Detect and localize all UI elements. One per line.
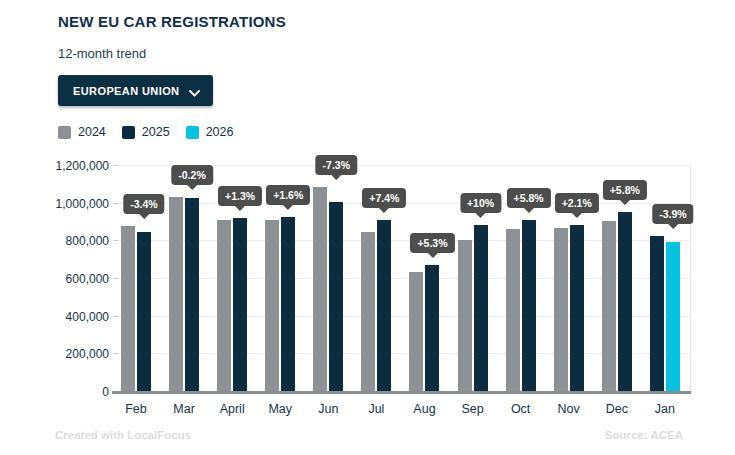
- pct-change-tooltip: +5.8%: [603, 180, 647, 200]
- bar-group-feb: -3.4%Feb: [121, 166, 151, 392]
- bar-group-mar: -0.2%Mar: [169, 166, 199, 392]
- bar-may-2025[interactable]: [281, 217, 295, 392]
- bar-may-2024[interactable]: [265, 220, 279, 392]
- bar-oct-2024[interactable]: [506, 229, 520, 392]
- credit-text: Created with LocalFocus: [55, 429, 191, 441]
- bar-sep-2025[interactable]: [474, 225, 488, 392]
- legend-swatch-icon: [122, 126, 135, 139]
- y-axis-labels: 0200,000400,000600,000800,0001,000,0001,…: [48, 166, 113, 392]
- legend-swatch-icon: [186, 126, 199, 139]
- bar-jun-2024[interactable]: [313, 187, 327, 392]
- bar-feb-2025[interactable]: [137, 232, 151, 392]
- x-tick-label: Nov: [558, 402, 580, 416]
- bar-group-dec: +5.8%Dec: [602, 166, 632, 392]
- pct-change-tooltip: +1.3%: [218, 186, 262, 206]
- legend-item-2025[interactable]: 2025: [122, 125, 170, 139]
- bar-jul-2025[interactable]: [377, 220, 391, 392]
- pct-change-tooltip: +7.4%: [362, 188, 406, 208]
- pct-change-tooltip: -3.9%: [652, 204, 693, 224]
- bar-jan-2026[interactable]: [666, 242, 680, 393]
- bar-dec-2025[interactable]: [618, 212, 632, 392]
- x-tick-label: Jan: [655, 402, 675, 416]
- bar-oct-2025[interactable]: [522, 220, 536, 392]
- bar-nov-2024[interactable]: [554, 228, 568, 392]
- x-tick-label: May: [268, 402, 292, 416]
- pct-change-tooltip: -7.3%: [316, 155, 357, 175]
- page-title: NEW EU CAR REGISTRATIONS: [58, 13, 286, 30]
- x-tick-label: Jun: [318, 402, 338, 416]
- bar-aug-2025[interactable]: [425, 265, 439, 392]
- plot-area: -3.4%Feb -0.2%Mar +1.3%April +1.6%May -7.3%J…: [113, 166, 691, 392]
- bar-group-may: +1.6%May: [265, 166, 295, 392]
- bar-sep-2024[interactable]: [458, 240, 472, 392]
- chart-subtitle: 12-month trend: [58, 46, 146, 61]
- bar-group-april: +1.3%April: [217, 166, 247, 392]
- x-tick-label: Feb: [125, 402, 147, 416]
- legend-swatch-icon: [58, 126, 71, 139]
- x-tick-label: Mar: [173, 402, 195, 416]
- y-tick-label: 1,000,000: [56, 197, 109, 211]
- bar-group-jul: +7.4%Jul: [361, 166, 391, 392]
- bar-april-2024[interactable]: [217, 220, 231, 392]
- x-tick-label: Dec: [606, 402, 628, 416]
- legend-label: 2025: [142, 125, 170, 139]
- bar-group-nov: +2.1%Nov: [554, 166, 584, 392]
- y-tick-label: 600,000: [66, 272, 109, 286]
- pct-change-tooltip: -3.4%: [123, 194, 164, 214]
- chart-legend: 2024 2025 2026: [58, 125, 233, 139]
- chevron-down-icon: [189, 87, 200, 94]
- bar-jan-2025[interactable]: [650, 236, 664, 393]
- pct-change-tooltip: +5.3%: [410, 233, 454, 253]
- x-tick-label: April: [220, 402, 245, 416]
- pct-change-tooltip: +10%: [460, 193, 501, 213]
- bar-aug-2024[interactable]: [409, 272, 423, 393]
- source-text: Source: ACEA: [605, 429, 683, 441]
- bar-group-aug: +5.3%Aug: [409, 166, 439, 392]
- new-eu-car-registrations-widget: NEW EU CAR REGISTRATIONS 12-month trend …: [0, 0, 735, 455]
- legend-label: 2024: [78, 125, 106, 139]
- legend-item-2026[interactable]: 2026: [186, 125, 234, 139]
- bar-mar-2024[interactable]: [169, 197, 183, 392]
- y-tick-label: 1,200,000: [56, 159, 109, 173]
- pct-change-tooltip: +2.1%: [555, 193, 599, 213]
- bar-group-sep: +10%Sep: [458, 166, 488, 392]
- bar-nov-2025[interactable]: [570, 225, 584, 392]
- x-tick-label: Sep: [461, 402, 483, 416]
- x-tick-label: Oct: [511, 402, 530, 416]
- bar-april-2025[interactable]: [233, 218, 247, 392]
- y-tick-label: 400,000: [66, 310, 109, 324]
- bar-dec-2024[interactable]: [602, 221, 616, 392]
- x-axis-line: [112, 391, 691, 394]
- legend-item-2024[interactable]: 2024: [58, 125, 106, 139]
- region-dropdown-label: EUROPEAN UNION: [73, 85, 179, 97]
- y-tick-label: 0: [102, 385, 109, 399]
- bar-groups: -3.4%Feb -0.2%Mar +1.3%April +1.6%May -7.3%J…: [113, 166, 690, 392]
- bar-mar-2025[interactable]: [185, 198, 199, 392]
- bar-jul-2024[interactable]: [361, 232, 375, 392]
- x-tick-label: Jul: [368, 402, 384, 416]
- legend-label: 2026: [206, 125, 234, 139]
- bar-chart: 0200,000400,000600,000800,0001,000,0001,…: [48, 159, 691, 392]
- pct-change-tooltip: +1.6%: [266, 185, 310, 205]
- y-tick-label: 800,000: [66, 234, 109, 248]
- region-dropdown[interactable]: EUROPEAN UNION: [58, 75, 213, 106]
- bar-feb-2024[interactable]: [121, 226, 135, 392]
- pct-change-tooltip: +5.8%: [507, 188, 551, 208]
- pct-change-tooltip: -0.2%: [171, 165, 212, 185]
- x-tick-label: Aug: [413, 402, 435, 416]
- bar-group-oct: +5.8%Oct: [506, 166, 536, 392]
- bar-group-jan: -3.9%Jan: [650, 166, 680, 392]
- y-tick-label: 200,000: [66, 347, 109, 361]
- bar-jun-2025[interactable]: [329, 202, 343, 392]
- bar-group-jun: -7.3%Jun: [313, 166, 343, 392]
